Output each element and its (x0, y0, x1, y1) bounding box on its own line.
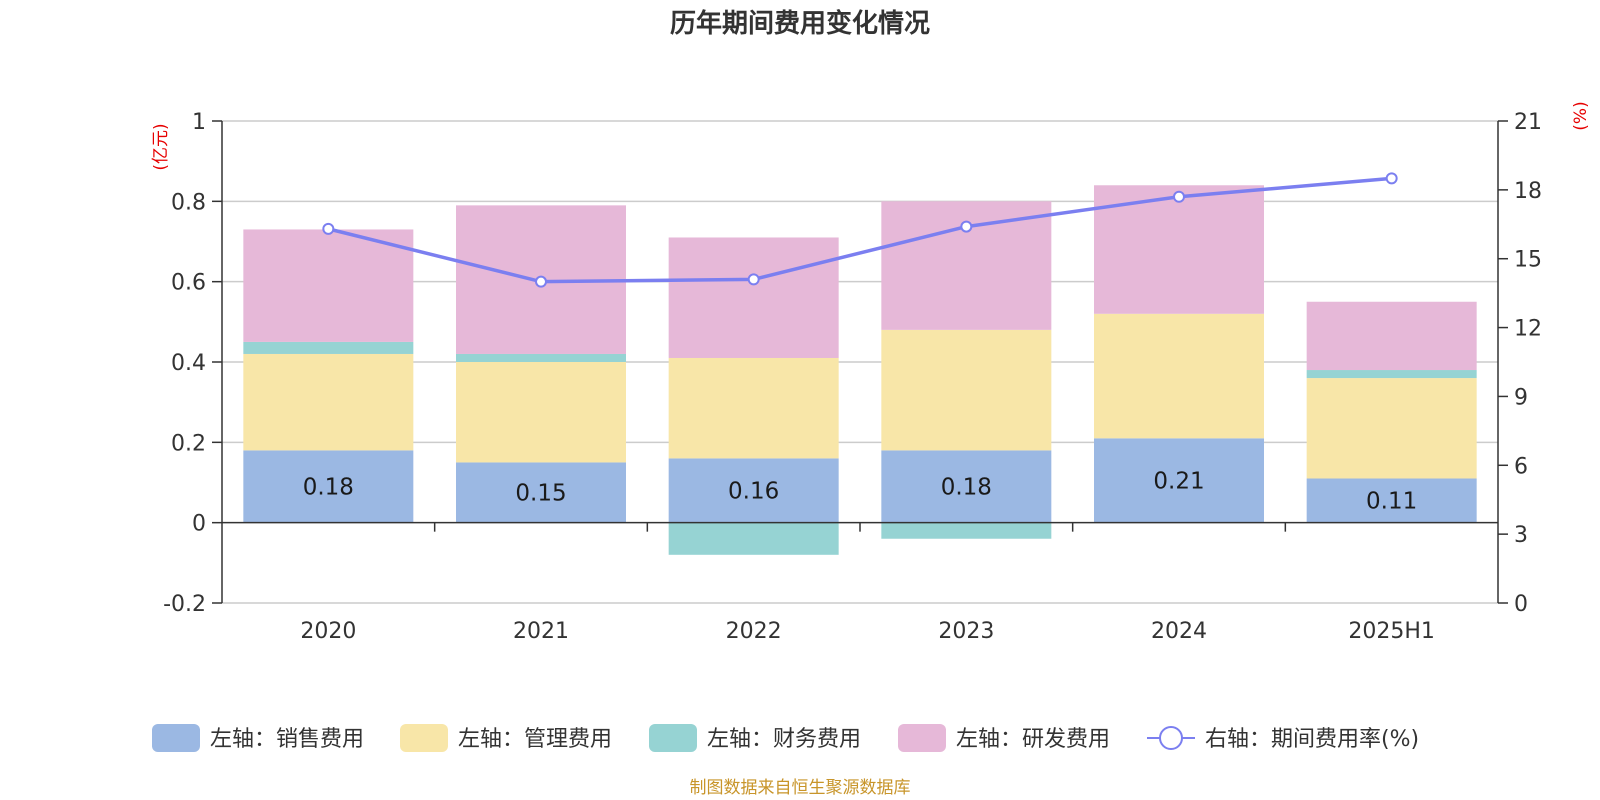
legend-item-4[interactable]: 右轴：期间费用率(%) (1147, 726, 1419, 752)
legend-item-1[interactable]: 左轴：管理费用 (400, 724, 612, 752)
right-tick-label: 21 (1514, 110, 1542, 135)
legend-swatch (152, 724, 200, 752)
legend-swatch (898, 724, 946, 752)
legend-swatch (649, 724, 697, 752)
bar-data-label: 0.11 (1366, 489, 1417, 515)
rate-line-path (327, 176, 1392, 284)
axes: -0.2 0 0.2 0.4 0.6 0.8 1 0 3 6 9 12 15 18 21 (亿元) (%) 202… (151, 101, 1591, 644)
legend-item-2[interactable]: 左轴：财务费用 (649, 724, 861, 752)
bar-segment-2-1[interactable] (456, 353, 626, 362)
data-labels: 0.18 0.15 0.16 0.18 0.21 0.11 (303, 468, 1418, 514)
x-tick-label: 2023 (938, 619, 994, 644)
legend-label: 左轴：研发费用 (956, 727, 1110, 752)
x-tick-label: 2020 (300, 619, 356, 644)
bar-segment-3-5[interactable] (1306, 301, 1477, 371)
legend-label: 左轴：销售费用 (210, 727, 364, 752)
bar-segment-2-2[interactable] (668, 522, 839, 555)
bar-segment-1-4[interactable] (1094, 313, 1264, 439)
right-tick-label: 6 (1514, 454, 1528, 479)
left-tick-label: -0.2 (163, 592, 206, 617)
legend-item-0[interactable]: 左轴：销售费用 (152, 724, 364, 752)
right-tick-label: 12 (1514, 317, 1542, 342)
bar-data-label: 0.18 (303, 475, 354, 501)
rate-point[interactable] (747, 273, 760, 286)
left-tick-label: 0.8 (171, 190, 206, 215)
x-tick-label: 2021 (513, 619, 569, 644)
chart-title: 历年期间费用变化情况 (670, 8, 930, 39)
right-tick-label: 0 (1514, 592, 1528, 617)
bar-segment-0-4[interactable] (1094, 438, 1264, 523)
rate-line (322, 172, 1398, 288)
bar-segment-2-3[interactable] (881, 522, 1052, 539)
right-tick-label: 18 (1514, 179, 1542, 204)
bar-segment-3-4[interactable] (1094, 185, 1264, 314)
left-tick-label: 0.2 (171, 431, 206, 456)
bars (243, 185, 1477, 555)
legend-label: 左轴：财务费用 (707, 727, 861, 752)
legend-swatch (400, 724, 448, 752)
x-tick-label: 2025H1 (1348, 619, 1435, 644)
rate-point[interactable] (1173, 190, 1185, 203)
bar-data-label: 0.16 (728, 479, 779, 505)
legend-item-3[interactable]: 左轴：研发费用 (898, 724, 1110, 752)
x-tick-label: 2024 (1151, 619, 1207, 644)
right-tick-label: 9 (1514, 385, 1528, 410)
rate-point[interactable] (535, 275, 547, 288)
legend[interactable]: 左轴：销售费用 左轴：管理费用 左轴：财务费用 左轴：研发费用 右轴：期间费用率(%) (152, 724, 1419, 752)
bar-segment-0-1[interactable] (456, 462, 626, 523)
bar-data-label: 0.21 (1153, 468, 1204, 494)
legend-marker (1159, 726, 1183, 750)
bar-data-label: 0.15 (515, 481, 566, 507)
bar-segment-0-3[interactable] (881, 450, 1052, 523)
right-tick-label: 15 (1514, 248, 1542, 273)
bar-data-label: 0.18 (941, 475, 992, 501)
left-tick-label: 1 (192, 110, 206, 135)
gridlines (222, 120, 1498, 604)
left-tick-label: 0.6 (171, 271, 206, 296)
left-tick-label: 0.4 (171, 351, 206, 376)
right-tick-label: 3 (1514, 523, 1528, 548)
bar-segment-1-2[interactable] (668, 357, 839, 459)
bar-segment-2-0[interactable] (243, 341, 414, 354)
bar-segment-1-0[interactable] (243, 353, 414, 451)
x-tick-label: 2022 (726, 619, 782, 644)
left-axis-unit: (亿元) (151, 123, 171, 170)
bar-segment-0-5[interactable] (1306, 478, 1477, 523)
bar-segment-3-0[interactable] (243, 229, 414, 342)
left-tick-label: 0 (192, 512, 206, 537)
legend-label: 右轴：期间费用率(%) (1205, 727, 1419, 752)
bar-segment-1-3[interactable] (881, 329, 1052, 451)
right-axis-unit: (%) (1571, 101, 1591, 130)
bar-segment-3-2[interactable] (668, 237, 839, 358)
legend-label: 左轴：管理费用 (458, 727, 612, 752)
bar-segment-0-0[interactable] (243, 450, 414, 523)
bar-segment-0-2[interactable] (668, 458, 839, 523)
rate-point[interactable] (960, 220, 973, 233)
source-note: 制图数据来自恒生聚源数据库 (690, 778, 911, 798)
bar-segment-1-1[interactable] (456, 362, 626, 463)
bar-segment-2-5[interactable] (1306, 370, 1477, 379)
bar-segment-1-5[interactable] (1306, 378, 1477, 479)
rate-point[interactable] (1385, 172, 1398, 185)
rate-point[interactable] (322, 222, 335, 235)
